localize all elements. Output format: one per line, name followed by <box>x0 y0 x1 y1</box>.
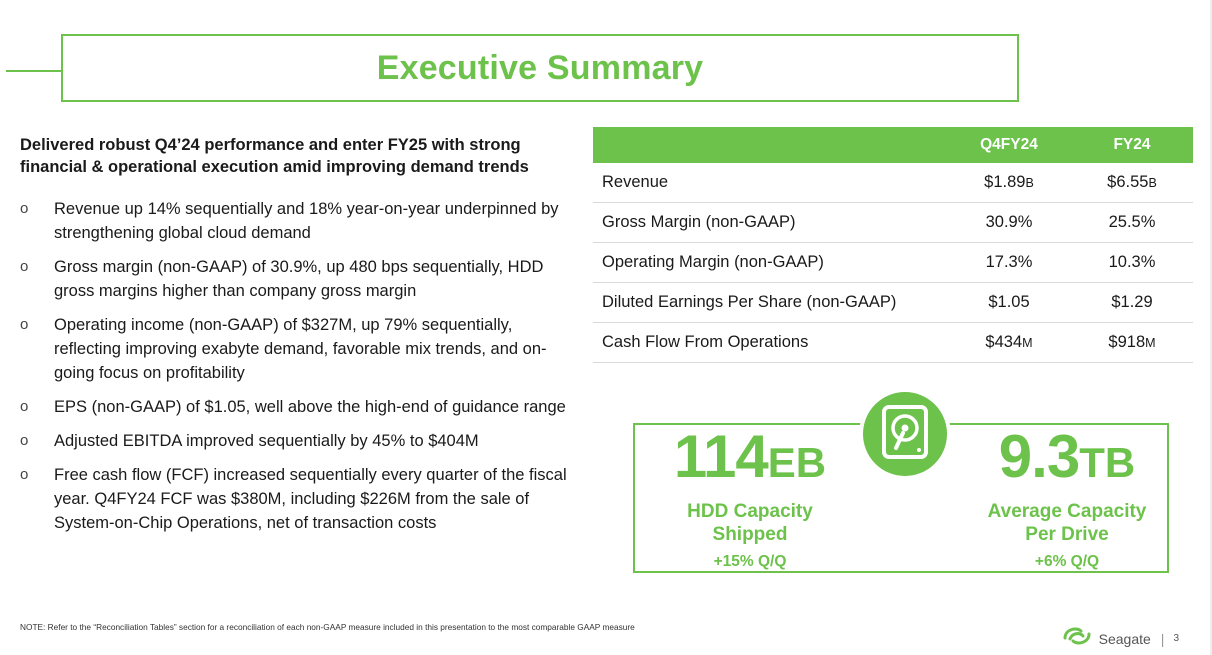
cell-value: 25.5% <box>1108 213 1156 231</box>
kpi-value: 114EB <box>635 427 865 487</box>
cell-fy24: 25.5% <box>1071 202 1193 243</box>
bullet-marker: o <box>20 398 29 415</box>
row-label: Operating Margin (non-GAAP) <box>593 242 947 283</box>
bullet-text: Free cash flow (FCF) increased sequentia… <box>54 466 567 532</box>
table-row: Operating Margin (non-GAAP) 17.3% 10.3% <box>593 242 1193 283</box>
page-edge-line <box>1210 0 1212 655</box>
bullet-item: o Adjusted EBITDA improved sequentially b… <box>20 429 580 453</box>
page-title: Executive Summary <box>376 48 704 87</box>
cell-q4fy24: $1.05 <box>947 282 1071 323</box>
table-row: Cash Flow From Operations $434M $918M <box>593 322 1193 363</box>
table-row: Diluted Earnings Per Share (non-GAAP) $1… <box>593 282 1193 323</box>
footer: Seagate | 3 <box>1061 625 1179 652</box>
kpi-change: +6% Q/Q <box>1034 553 1100 570</box>
kpi-label-line: Shipped <box>712 524 788 545</box>
cell-q4fy24: 17.3% <box>947 242 1071 283</box>
cell-value: $918 <box>1108 333 1146 351</box>
bullet-marker: o <box>20 200 29 217</box>
kpi-label: Average Capacity Per Drive <box>952 500 1182 546</box>
bullet-item: o EPS (non-GAAP) of $1.05, well above the… <box>20 395 580 419</box>
bullet-item: o Free cash flow (FCF) increased sequenti… <box>20 463 580 535</box>
bullet-text: Revenue up 14% sequentially and 18% year… <box>54 200 559 242</box>
cell-value: $1.89 <box>984 173 1026 191</box>
cell-q4fy24: $1.89B <box>947 163 1071 203</box>
header-blank <box>593 127 947 163</box>
cell-value: $1.29 <box>1111 293 1153 311</box>
brand-name: Seagate <box>1098 630 1151 647</box>
bullet-item: o Revenue up 14% sequentially and 18% yea… <box>20 197 580 245</box>
title-rule <box>6 70 62 72</box>
kpi-number: 114 <box>673 423 769 490</box>
kpi-hdd-capacity: 114EB HDD Capacity Shipped +15% Q/Q <box>635 425 865 571</box>
cell-value: $6.55 <box>1107 173 1149 191</box>
bullet-marker: o <box>20 466 29 483</box>
intro-heading: Delivered robust Q4’24 performance and e… <box>20 136 529 176</box>
cell-unit: B <box>1025 176 1034 190</box>
bullet-text: Adjusted EBITDA improved sequentially by… <box>54 432 479 450</box>
bullet-item: o Gross margin (non-GAAP) of 30.9%, up 48… <box>20 255 580 303</box>
kpi-label: HDD Capacity Shipped <box>635 500 865 546</box>
kpi-average-capacity: 9.3TB Average Capacity Per Drive +6% Q/Q <box>952 425 1182 571</box>
kpi-unit: EB <box>767 439 827 486</box>
kpi-label-line: Per Drive <box>1025 524 1109 545</box>
cell-value: $1.05 <box>988 293 1030 311</box>
financial-table: Q4FY24 FY24 Revenue $1.89B $6.55B Gross … <box>593 127 1193 363</box>
kpi-value: 9.3TB <box>952 427 1182 487</box>
drive-badge <box>859 388 951 480</box>
cell-value: $434 <box>985 333 1023 351</box>
bullet-list: o Revenue up 14% sequentially and 18% yea… <box>20 197 580 545</box>
seagate-logo-icon <box>1061 625 1093 652</box>
cell-unit: M <box>1022 336 1033 350</box>
table-row: Revenue $1.89B $6.55B <box>593 163 1193 203</box>
row-label: Revenue <box>593 163 947 203</box>
cell-fy24: 10.3% <box>1071 242 1193 283</box>
cell-unit: M <box>1145 336 1156 350</box>
footnote: NOTE: Refer to the “Reconciliation Table… <box>20 622 635 632</box>
row-label: Diluted Earnings Per Share (non-GAAP) <box>593 282 947 323</box>
cell-fy24: $6.55B <box>1071 163 1193 203</box>
row-label: Gross Margin (non-GAAP) <box>593 202 947 243</box>
cell-value: 30.9% <box>985 213 1033 231</box>
column-header-fy24: FY24 <box>1071 127 1193 163</box>
table-row: Gross Margin (non-GAAP) 30.9% 25.5% <box>593 202 1193 243</box>
cell-value: 17.3% <box>985 253 1033 271</box>
bullet-item: o Operating income (non-GAAP) of $327M, u… <box>20 313 580 385</box>
row-label: Cash Flow From Operations <box>593 322 947 363</box>
kpi-number: 9.3 <box>998 423 1080 490</box>
bullet-marker: o <box>20 258 29 275</box>
kpi-label-line: Average Capacity <box>987 501 1147 522</box>
page-number: 3 <box>1173 633 1179 644</box>
kpi-label-line: HDD Capacity <box>687 501 813 522</box>
table-header-row: Q4FY24 FY24 <box>593 127 1193 163</box>
bullet-marker: o <box>20 316 29 333</box>
cell-unit: B <box>1148 176 1157 190</box>
bullet-text: EPS (non-GAAP) of $1.05, well above the … <box>54 398 566 416</box>
bullet-marker: o <box>20 432 29 449</box>
cell-fy24: $1.29 <box>1071 282 1193 323</box>
bullet-text: Operating income (non-GAAP) of $327M, up… <box>54 316 547 382</box>
kpi-change: +15% Q/Q <box>713 553 787 570</box>
cell-q4fy24: 30.9% <box>947 202 1071 243</box>
bullet-text: Gross margin (non-GAAP) of 30.9%, up 480… <box>54 258 544 300</box>
footer-separator: | <box>1160 630 1165 647</box>
cell-fy24: $918M <box>1071 322 1193 363</box>
kpi-box: 114EB HDD Capacity Shipped +15% Q/Q 9.3TB… <box>633 423 1169 573</box>
kpi-unit: TB <box>1079 439 1136 486</box>
title-box: Executive Summary <box>61 34 1019 102</box>
column-header-q4fy24: Q4FY24 <box>947 127 1071 163</box>
hard-drive-icon <box>881 404 929 465</box>
cell-value: 10.3% <box>1108 253 1156 271</box>
cell-q4fy24: $434M <box>947 322 1071 363</box>
